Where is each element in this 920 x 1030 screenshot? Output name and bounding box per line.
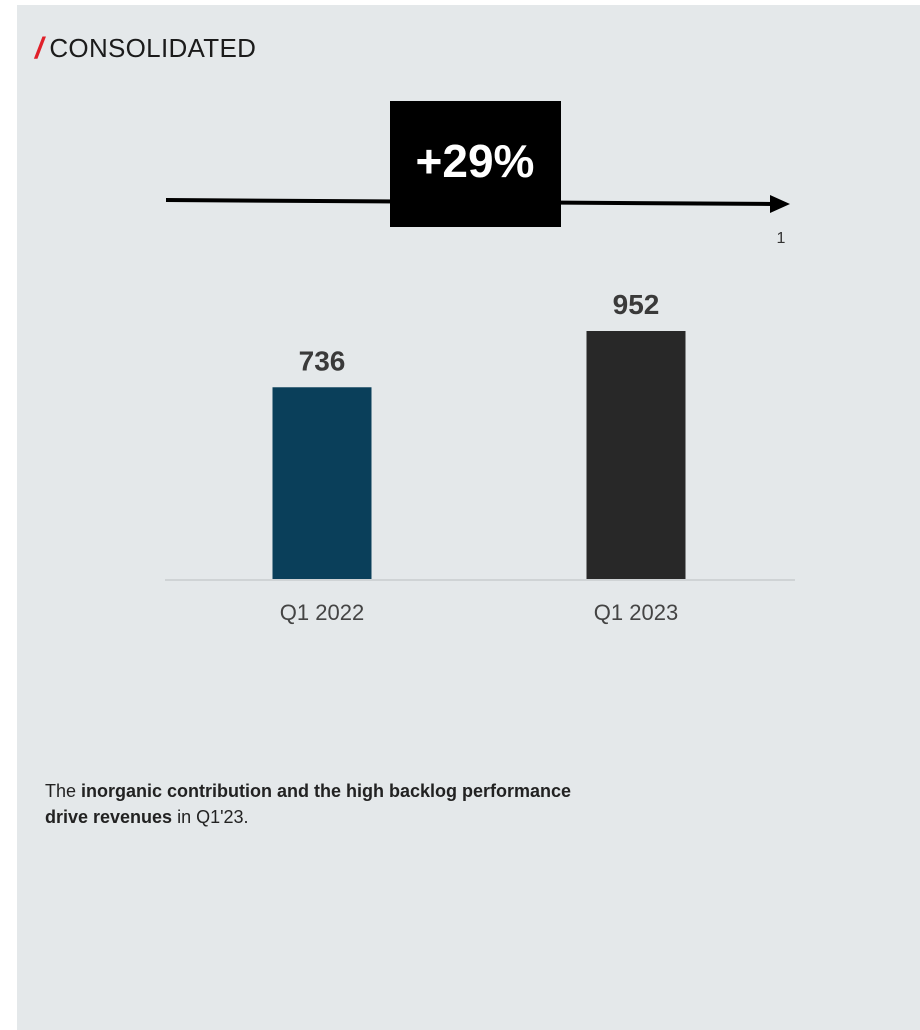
summary-prefix: The (45, 781, 82, 801)
summary-text: The inorganic contribution and the high … (45, 778, 605, 830)
revenue-bar-chart: +29% 1 736 Q1 2022 952 Q1 2023 (165, 101, 795, 625)
growth-arrow-head (770, 195, 790, 213)
value-label: 736 (299, 345, 346, 376)
summary-bold: inorganic contribution and the high back… (45, 781, 572, 827)
section-title: CONSOLIDATED (49, 33, 257, 63)
summary-suffix: in Q1'23. (172, 807, 249, 827)
x-tick-label: Q1 2022 (280, 600, 364, 625)
x-tick-label: Q1 2023 (594, 600, 678, 625)
bar-q1-2022 (272, 387, 372, 579)
growth-footnote: 1 (777, 230, 786, 247)
section-header: / CONSOLIDATED (35, 33, 256, 64)
growth-badge (390, 101, 561, 227)
value-label: 952 (613, 289, 660, 320)
growth-badge-label: +29% (416, 135, 535, 187)
bar-q1-2023 (586, 331, 686, 579)
slash-icon: / (35, 31, 44, 65)
bars-group: 736 Q1 2022 952 Q1 2023 (272, 289, 686, 625)
